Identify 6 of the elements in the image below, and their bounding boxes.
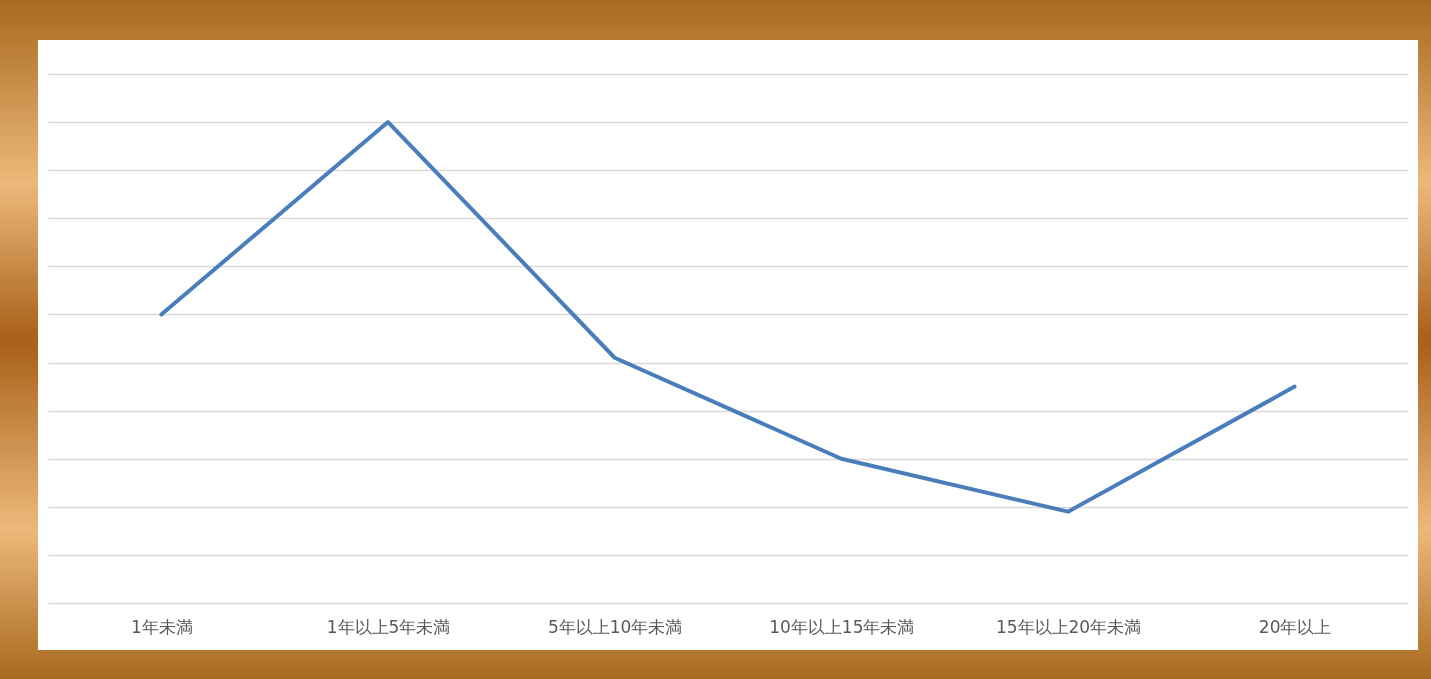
x-tick-label: 20年以上 bbox=[1258, 616, 1332, 637]
x-tick-label: 1年以上5年未満 bbox=[326, 616, 451, 637]
x-tick-label: 15年以上20年未満 bbox=[995, 616, 1142, 637]
x-tick-label: 10年以上15年未満 bbox=[769, 616, 915, 637]
x-tick-label: 1年未満 bbox=[130, 616, 193, 637]
x-tick-label: 5年以上10年未満 bbox=[547, 616, 683, 637]
